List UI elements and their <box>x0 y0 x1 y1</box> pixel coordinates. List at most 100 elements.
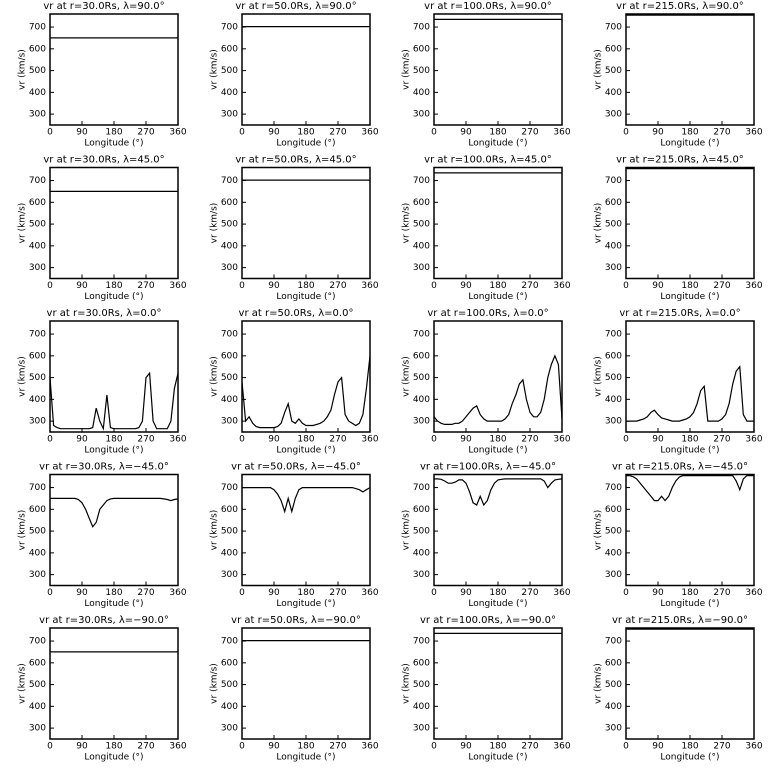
x-tick-label: 180 <box>297 435 314 445</box>
x-tick-label: 270 <box>713 742 730 752</box>
x-tick-label: 0 <box>431 128 437 138</box>
plot-frame <box>433 627 563 740</box>
x-tick-label: 90 <box>652 281 664 291</box>
y-tick-label: 600 <box>605 351 622 361</box>
y-tick-label: 400 <box>29 88 46 98</box>
x-tick-label: 0 <box>623 435 629 445</box>
y-axis-label: vr (km/s) <box>18 49 28 90</box>
panel: vr at r=50.0Rs, λ=−90.0° 0 90 180 270 360 300 4… <box>210 615 379 763</box>
x-tick-label: 360 <box>553 742 570 752</box>
y-tick-label: 500 <box>29 66 46 76</box>
x-tick-label: 90 <box>652 588 664 598</box>
x-tick-label: 90 <box>76 588 88 598</box>
plot-frame <box>49 320 179 433</box>
y-axis-label: vr (km/s) <box>18 203 28 244</box>
y-tick-label: 500 <box>29 220 46 230</box>
plot-area <box>242 355 370 429</box>
y-tick-label: 700 <box>29 176 46 186</box>
x-tick-label: 270 <box>329 742 346 752</box>
y-tick-label: 700 <box>605 637 622 647</box>
data-line <box>242 487 370 514</box>
panel: vr at r=215.0Rs, λ=45.0° 0 90 180 270 360 300 4… <box>594 155 763 303</box>
panel-title: vr at r=100.0Rs, λ=−90.0° <box>420 615 556 626</box>
y-tick-label: 600 <box>29 505 46 515</box>
panel: vr at r=50.0Rs, λ=45.0° 0 90 180 270 360 300 40… <box>210 155 379 303</box>
x-tick-label: 360 <box>361 281 378 291</box>
x-tick-label: 360 <box>553 435 570 445</box>
y-tick-label: 500 <box>29 680 46 690</box>
y-tick-label: 600 <box>29 351 46 361</box>
x-tick-label: 360 <box>745 588 762 598</box>
panel-title: vr at r=50.0Rs, λ=90.0° <box>235 1 356 12</box>
data-line <box>50 497 178 528</box>
y-tick-label: 600 <box>221 351 238 361</box>
x-tick-label: 180 <box>681 435 698 445</box>
panel: vr at r=100.0Rs, λ=90.0° 0 90 180 270 360 300 4… <box>402 1 571 149</box>
y-tick-label: 500 <box>605 220 622 230</box>
x-tick-label: 0 <box>47 588 53 598</box>
x-tick-label: 180 <box>105 128 122 138</box>
x-tick-label: 0 <box>623 588 629 598</box>
y-axis-label: vr (km/s) <box>594 203 604 244</box>
x-tick-label: 360 <box>169 588 186 598</box>
panel: vr at r=50.0Rs, λ=−45.0° 0 90 180 270 360 300 4… <box>210 462 379 610</box>
x-tick-label: 270 <box>521 742 538 752</box>
x-tick-label: 0 <box>431 742 437 752</box>
panel-title: vr at r=30.0Rs, λ=90.0° <box>43 1 164 12</box>
panel-title: vr at r=50.0Rs, λ=−90.0° <box>231 615 361 626</box>
plot-frame <box>241 166 371 280</box>
y-axis-label: vr (km/s) <box>594 510 604 551</box>
y-tick-label: 600 <box>29 44 46 54</box>
x-tick-label: 180 <box>681 281 698 291</box>
x-tick-label: 180 <box>681 588 698 598</box>
y-tick-label: 400 <box>29 702 46 712</box>
x-tick-label: 90 <box>268 435 280 445</box>
plot-area <box>242 487 370 514</box>
panel-title: vr at r=215.0Rs, λ=−90.0° <box>612 615 748 626</box>
y-tick-label: 500 <box>413 680 430 690</box>
y-tick-label: 700 <box>413 483 430 493</box>
x-tick-label: 270 <box>329 435 346 445</box>
x-tick-label: 360 <box>553 588 570 598</box>
x-tick-label: 180 <box>297 281 314 291</box>
x-tick-label: 270 <box>713 588 730 598</box>
x-tick-label: 0 <box>431 281 437 291</box>
x-axis-label: Longitude (°) <box>468 139 527 149</box>
x-axis-label: Longitude (°) <box>84 139 143 149</box>
x-axis-label: Longitude (°) <box>468 292 527 302</box>
plot-frame <box>49 166 179 280</box>
y-tick-label: 600 <box>221 505 238 515</box>
data-line <box>50 371 178 431</box>
y-tick-label: 500 <box>605 527 622 537</box>
x-tick-label: 270 <box>713 435 730 445</box>
x-axis-label: Longitude (°) <box>276 753 335 763</box>
x-tick-label: 180 <box>489 588 506 598</box>
x-tick-label: 90 <box>268 281 280 291</box>
x-axis-label: Longitude (°) <box>276 139 335 149</box>
panel: vr at r=30.0Rs, λ=−45.0° 0 90 180 270 360 300 4… <box>18 462 187 610</box>
y-axis-label: vr (km/s) <box>594 356 604 397</box>
x-tick-label: 90 <box>460 435 472 445</box>
x-axis-label: Longitude (°) <box>84 446 143 456</box>
plot-frame <box>241 627 371 740</box>
panel: vr at r=50.0Rs, λ=0.0° 0 90 180 270 360 300 400… <box>210 308 379 456</box>
x-tick-label: 270 <box>521 128 538 138</box>
y-axis-label: vr (km/s) <box>210 203 220 244</box>
x-axis-label: Longitude (°) <box>276 292 335 302</box>
panel: vr at r=50.0Rs, λ=90.0° 0 90 180 270 360 300 40… <box>210 1 379 149</box>
plot-area <box>626 475 754 502</box>
y-tick-label: 500 <box>221 220 238 230</box>
x-axis-label: Longitude (°) <box>276 599 335 609</box>
x-tick-label: 90 <box>76 281 88 291</box>
y-tick-label: 300 <box>605 110 622 120</box>
x-tick-label: 180 <box>489 742 506 752</box>
plot-frame <box>49 13 179 126</box>
panel: vr at r=30.0Rs, λ=0.0° 0 90 180 270 360 300 400… <box>18 308 187 456</box>
x-tick-label: 90 <box>652 742 664 752</box>
y-tick-label: 400 <box>221 548 238 558</box>
y-tick-label: 400 <box>413 702 430 712</box>
plot-area <box>50 371 178 431</box>
x-tick-label: 90 <box>268 588 280 598</box>
panel-title: vr at r=215.0Rs, λ=45.0° <box>616 155 744 166</box>
x-tick-label: 90 <box>268 128 280 138</box>
